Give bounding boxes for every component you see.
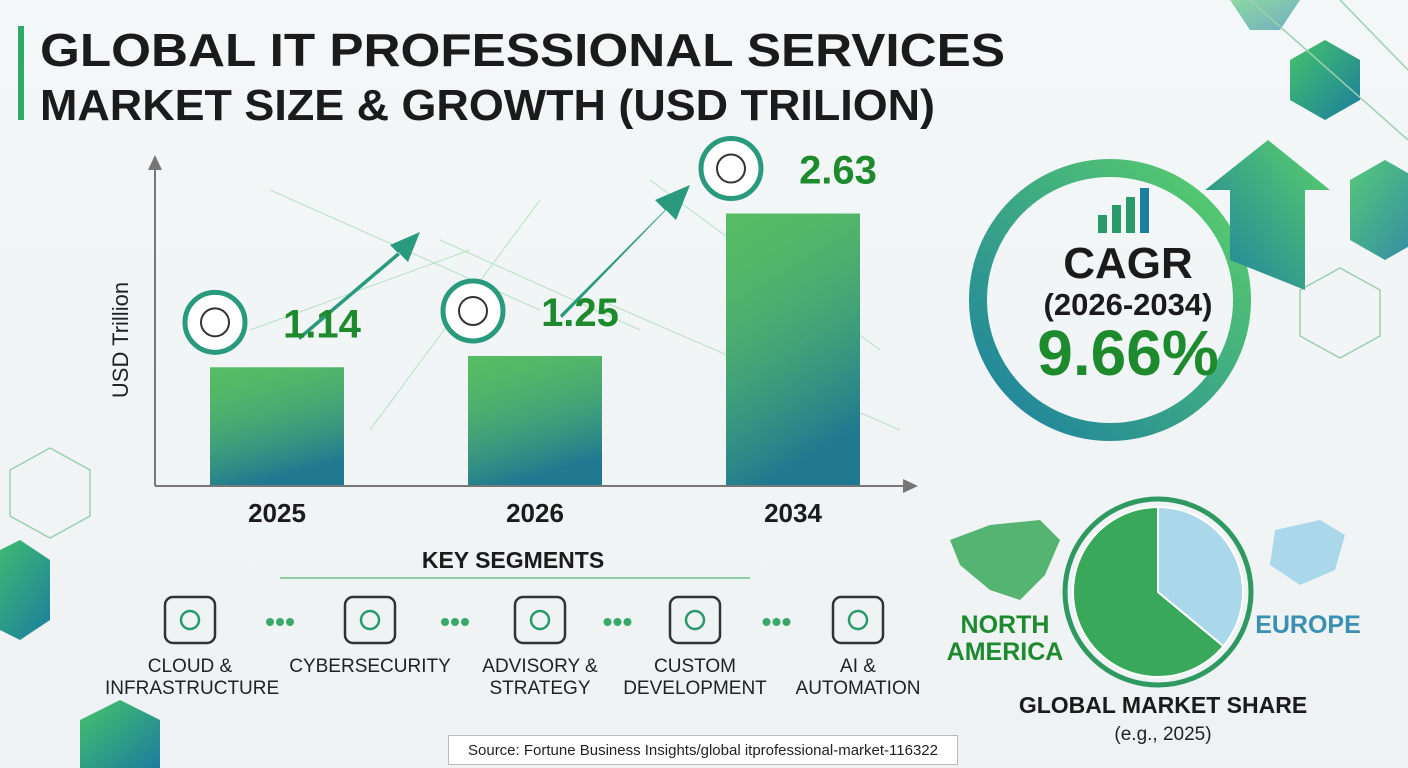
segment-label: CUSTOM DEVELOPMENT <box>623 656 767 699</box>
segment-icon-accent <box>684 609 706 631</box>
pie-rim <box>1062 496 1254 688</box>
cagr-ring <box>969 159 1251 441</box>
pie-subtitle: (e.g., 2025) <box>1114 724 1211 745</box>
map-shapes <box>950 520 1345 600</box>
y-axis-label: USD Trillion <box>108 282 133 398</box>
cagr-value: 9.66% <box>1037 317 1218 389</box>
bar-shade <box>468 355 602 485</box>
cagr-icon <box>1098 188 1149 233</box>
segment-dot <box>613 618 622 626</box>
segment-dot <box>461 618 469 626</box>
value-label: 1.14 <box>283 302 362 346</box>
segment-label: AI & AUTOMATION <box>795 656 921 699</box>
decoration-lines <box>9 0 1408 539</box>
segment-icons <box>163 595 885 645</box>
title-line: MARKET SIZE & GROWTH (USD TRILION) <box>40 81 935 130</box>
segments-title: KEY SEGMENTS <box>422 547 604 573</box>
segment-dot <box>782 618 791 626</box>
icon-glyph <box>458 295 488 326</box>
segment-dot <box>451 618 459 626</box>
segment-label: CYBERSECURITY <box>289 656 451 677</box>
pie-title: GLOBAL MARKET SHARE <box>1019 692 1307 718</box>
segment-dot <box>762 618 771 626</box>
icon-badge <box>698 136 764 202</box>
segment-dot <box>286 618 294 626</box>
title-line: GLOBAL IT PROFESSIONAL SERVICES <box>40 24 1005 76</box>
source: Source: Fortune Business Insights/global… <box>448 735 958 765</box>
segment-icon <box>668 595 722 645</box>
segment-icon <box>163 595 217 645</box>
segment-dot <box>603 618 612 626</box>
segment-dot <box>276 618 284 626</box>
value-label: 1.25 <box>541 291 619 335</box>
pie-slice <box>1157 505 1244 648</box>
segment-dot <box>772 618 781 626</box>
segment-icon <box>343 595 397 645</box>
icon-badge <box>182 289 248 355</box>
pie-slice <box>1072 505 1225 678</box>
cagr-period: (2026-2034) <box>1044 287 1213 322</box>
pie-label: EUROPE <box>1255 611 1361 639</box>
bar-shade <box>726 213 860 486</box>
growth-arrows <box>298 185 690 340</box>
x-tick-label: 2026 <box>506 498 564 528</box>
segment-dot <box>266 618 274 626</box>
cagr-label: CAGR <box>1063 239 1193 288</box>
cagr-arrow <box>1205 140 1330 290</box>
segment-dot <box>441 618 449 626</box>
segment-dot <box>623 618 632 626</box>
segment-icon-accent <box>847 609 869 631</box>
title-accent <box>18 26 24 120</box>
icon-glyph <box>716 153 746 184</box>
segment-icon-accent <box>529 609 551 631</box>
value-label: 2.63 <box>799 149 877 193</box>
pie-label: NORTH AMERICA <box>946 611 1064 666</box>
x-tick-label: 2025 <box>248 498 306 528</box>
axes <box>148 155 918 493</box>
segment-label: CLOUD & INFRASTRUCTURE <box>105 656 280 699</box>
segment-icon <box>513 595 567 645</box>
icon-glyph <box>200 307 230 338</box>
segment-icon-accent <box>359 609 381 631</box>
segment-label: ADVISORY & STRATEGY <box>482 656 598 699</box>
bar-shade <box>210 367 344 485</box>
segment-icon-accent <box>179 609 201 631</box>
icon-badge <box>440 278 506 344</box>
segment-icon <box>831 595 885 645</box>
x-tick-label: 2034 <box>764 498 822 528</box>
